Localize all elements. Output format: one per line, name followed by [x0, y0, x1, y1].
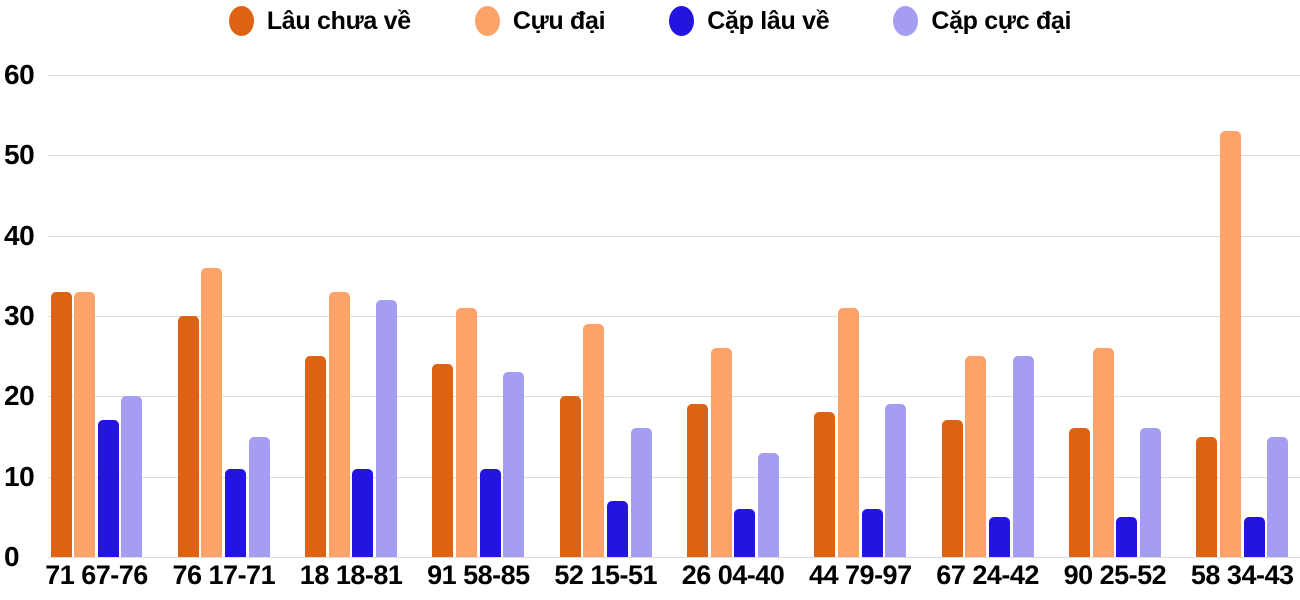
chart-legend: Lâu chưa về Cựu đại Cặp lâu về Cặp cực đại — [0, 6, 1300, 36]
x-tick-label: 76 17-71 — [172, 560, 276, 590]
bar-group-5 — [687, 75, 779, 557]
bar-group-8 — [1068, 75, 1161, 557]
legend-item-0: Lâu chưa về — [228, 6, 411, 36]
bar-cặp-lâu-về-9 — [1243, 516, 1265, 557]
bar-cặp-lâu-về-8 — [1116, 516, 1138, 557]
x-tick-label: 26 04-40 — [681, 560, 785, 590]
bar-cặp-lâu-về-3 — [479, 468, 501, 557]
bar-lâu-chưa-về-7 — [941, 420, 963, 557]
gridline-60 — [48, 75, 1300, 76]
bar-cặp-lâu-về-6 — [861, 508, 883, 557]
legend-item-3: Cặp cực đại — [893, 6, 1071, 36]
bar-cặp-lâu-về-2 — [352, 468, 374, 557]
bar-lâu-chưa-về-3 — [432, 364, 454, 557]
legend-swatch-icon — [228, 6, 254, 36]
legend-item-2: Cặp lâu về — [669, 6, 830, 36]
bar-lâu-chưa-về-5 — [687, 404, 708, 557]
bar-group-9 — [1196, 75, 1289, 557]
legend-swatch-icon — [474, 6, 500, 36]
x-tick-label: 71 67-76 — [45, 560, 148, 590]
bar-cặp-lâu-về-4 — [607, 500, 628, 557]
x-tick-label: 67 24-42 — [936, 560, 1039, 590]
bar-cựu-đại-0 — [74, 291, 96, 557]
bar-lâu-chưa-về-6 — [814, 412, 836, 557]
y-tick-label: 60 — [4, 59, 35, 90]
y-tick-label: 40 — [4, 219, 35, 251]
x-tick-label: 52 15-51 — [554, 560, 657, 590]
legend-swatch-icon — [893, 6, 919, 36]
bar-group-1 — [177, 75, 270, 557]
gridline-10 — [48, 476, 1300, 478]
bar-cặp-cực-đại-3 — [503, 372, 525, 557]
bar-lâu-chưa-về-1 — [177, 316, 199, 557]
bar-group-2 — [305, 75, 398, 557]
bar-cựu-đại-5 — [710, 348, 732, 557]
bar-lâu-chưa-về-9 — [1196, 436, 1218, 557]
legend-label: Cựu đại — [512, 6, 606, 35]
x-tick-label: 44 79-97 — [809, 560, 912, 590]
gridline-30 — [48, 316, 1300, 317]
bar-lâu-chưa-về-2 — [305, 356, 327, 557]
bar-cựu-đại-3 — [456, 307, 478, 557]
legend-swatch-icon — [669, 6, 695, 36]
bar-cặp-lâu-về-7 — [988, 516, 1010, 557]
x-tick-label: 18 18-81 — [299, 560, 403, 590]
bar-lâu-chưa-về-4 — [559, 396, 581, 557]
bar-cặp-cực-đại-1 — [248, 436, 270, 557]
legend-label: Lâu chưa về — [266, 6, 411, 35]
bar-cặp-cực-đại-7 — [1012, 356, 1034, 557]
gridline-20 — [48, 396, 1300, 398]
bar-cựu-đại-2 — [328, 291, 350, 557]
y-tick-label: 10 — [4, 460, 35, 492]
bar-cặp-cực-đại-9 — [1267, 436, 1289, 557]
gridline-50 — [48, 155, 1300, 157]
legend-item-1: Cựu đại — [474, 6, 606, 36]
y-tick-label: 30 — [4, 300, 35, 331]
y-tick-label: 50 — [4, 139, 35, 171]
bar-group-6 — [814, 75, 907, 557]
bar-cựu-đại-9 — [1219, 131, 1241, 557]
bar-cựu-đại-6 — [837, 307, 859, 557]
bar-cặp-lâu-về-0 — [97, 420, 119, 557]
bar-cặp-cực-đại-4 — [630, 428, 652, 557]
legend-label: Cặp cực đại — [931, 6, 1072, 35]
bar-cặp-lâu-về-1 — [225, 468, 247, 557]
bar-lâu-chưa-về-0 — [50, 291, 72, 557]
bar-cựu-đại-4 — [583, 324, 605, 557]
legend-label: Cặp lâu về — [707, 6, 830, 35]
x-tick-label: 91 58-85 — [427, 560, 530, 590]
bar-cặp-lâu-về-5 — [734, 508, 756, 557]
bar-lâu-chưa-về-8 — [1068, 428, 1090, 557]
bar-group-4 — [559, 75, 652, 557]
bar-cặp-cực-đại-5 — [757, 452, 779, 557]
bar-cặp-cực-đại-2 — [376, 299, 398, 557]
x-tick-label: 58 34-43 — [1190, 560, 1294, 590]
bar-cựu-đại-8 — [1092, 348, 1114, 557]
gridlines — [48, 75, 1300, 558]
bar-cựu-đại-1 — [201, 267, 223, 557]
bar-cặp-cực-đại-6 — [885, 404, 907, 557]
bar-cặp-cực-đại-8 — [1139, 428, 1161, 557]
x-tick-label: 90 25-52 — [1063, 560, 1167, 590]
bar-group-3 — [432, 75, 525, 557]
gridline-0 — [48, 557, 1300, 558]
bar-cựu-đại-7 — [965, 356, 987, 557]
bar-group-7 — [941, 75, 1034, 557]
y-tick-label: 20 — [4, 380, 35, 412]
bar-group-0 — [50, 75, 143, 557]
y-tick-label: 0 — [4, 541, 20, 572]
bar-cặp-cực-đại-0 — [121, 396, 143, 557]
plot-area — [0, 75, 1300, 557]
gridline-40 — [48, 235, 1300, 237]
